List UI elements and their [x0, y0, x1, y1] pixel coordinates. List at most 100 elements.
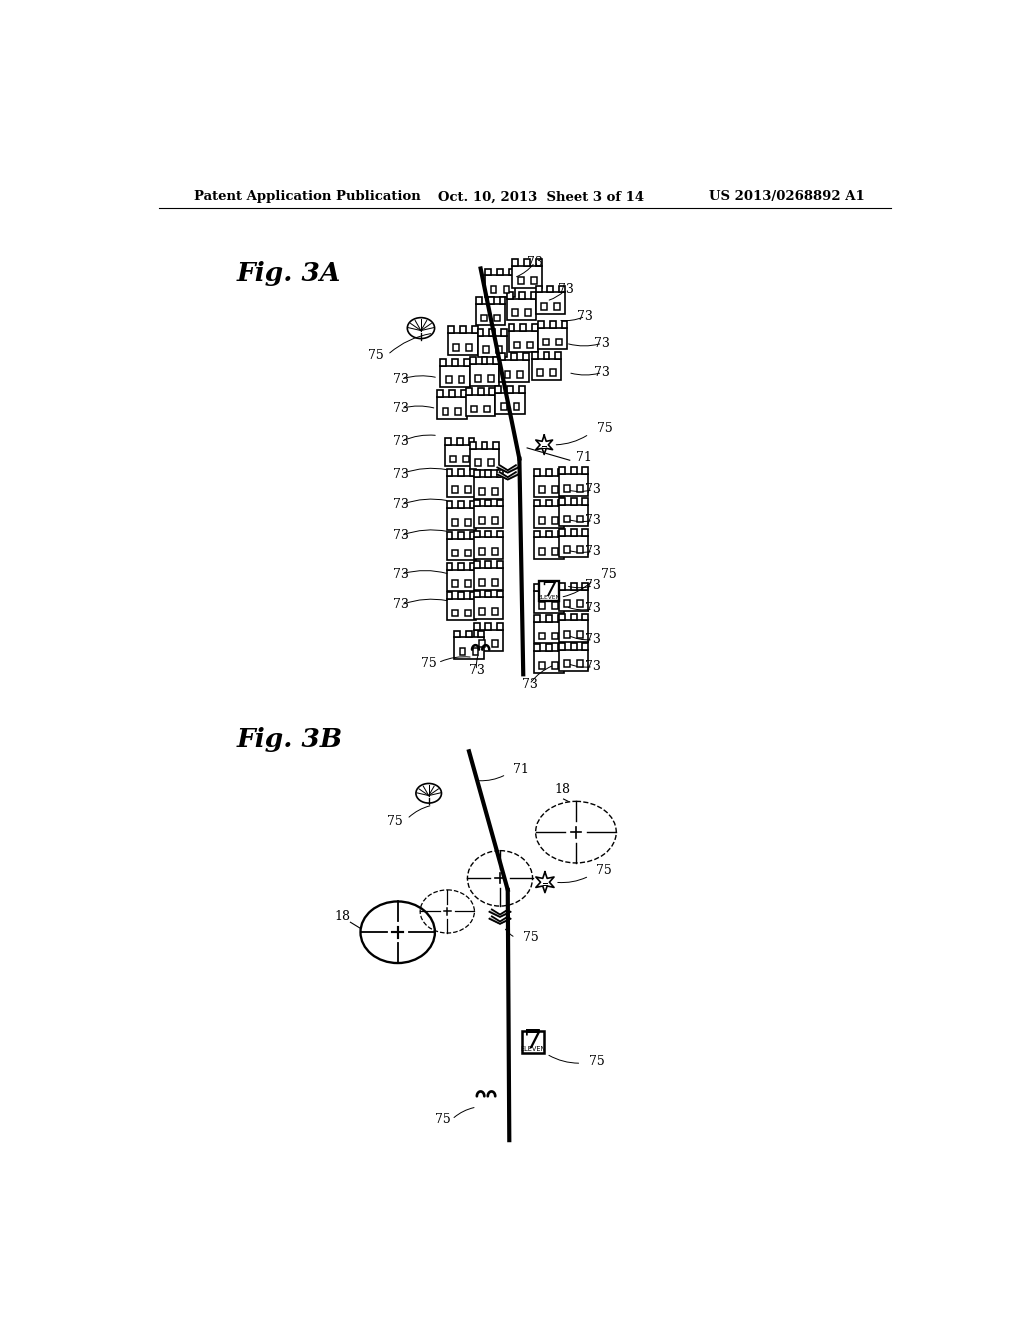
Bar: [498, 623, 503, 630]
Bar: [578, 516, 583, 523]
Bar: [559, 536, 589, 557]
Bar: [463, 455, 469, 462]
Bar: [501, 329, 507, 335]
Bar: [474, 478, 503, 499]
Bar: [531, 359, 561, 380]
Bar: [492, 579, 498, 586]
Text: ELEVEN: ELEVEN: [520, 1047, 546, 1052]
Bar: [554, 304, 560, 310]
Bar: [459, 376, 465, 383]
Bar: [498, 470, 503, 478]
Bar: [474, 531, 479, 537]
Bar: [470, 532, 476, 539]
Bar: [507, 292, 513, 298]
Text: 73: 73: [585, 579, 601, 593]
Bar: [489, 388, 496, 395]
Bar: [442, 408, 449, 414]
Bar: [564, 631, 570, 638]
Bar: [544, 339, 549, 346]
Bar: [485, 276, 515, 297]
Bar: [509, 325, 514, 331]
Text: 73: 73: [578, 310, 593, 323]
Bar: [558, 615, 563, 622]
Bar: [546, 615, 552, 622]
Bar: [564, 484, 570, 491]
Bar: [536, 293, 565, 314]
Bar: [546, 644, 552, 651]
Text: 75: 75: [596, 865, 612, 878]
Bar: [470, 364, 500, 385]
Text: 73: 73: [558, 282, 573, 296]
Bar: [540, 548, 546, 554]
Bar: [583, 467, 589, 474]
Bar: [488, 459, 494, 466]
Text: 75: 75: [601, 568, 616, 581]
Bar: [558, 585, 563, 591]
Bar: [476, 297, 482, 304]
Bar: [474, 630, 503, 651]
Text: Fig. 3B: Fig. 3B: [237, 727, 343, 752]
Text: 18: 18: [554, 783, 570, 796]
Bar: [558, 644, 563, 651]
Bar: [535, 475, 563, 498]
Bar: [492, 488, 498, 495]
Text: 7: 7: [524, 1028, 543, 1053]
Bar: [455, 631, 460, 638]
Bar: [476, 304, 506, 326]
Bar: [546, 500, 552, 507]
Bar: [478, 631, 483, 638]
Bar: [514, 342, 520, 348]
Bar: [535, 500, 540, 507]
Bar: [466, 395, 496, 416]
Text: 73: 73: [594, 366, 610, 379]
Bar: [440, 366, 470, 387]
Text: 73: 73: [469, 664, 484, 677]
Polygon shape: [489, 916, 510, 924]
Bar: [558, 500, 563, 507]
Bar: [570, 643, 577, 649]
Bar: [498, 590, 503, 598]
Bar: [479, 579, 484, 586]
Text: 75: 75: [421, 656, 436, 669]
Bar: [451, 455, 456, 462]
Text: 73: 73: [585, 634, 601, 647]
Bar: [472, 326, 477, 333]
Bar: [481, 358, 487, 364]
Bar: [530, 292, 537, 298]
Text: 73: 73: [393, 467, 409, 480]
Ellipse shape: [416, 784, 441, 803]
Bar: [535, 651, 563, 673]
Bar: [535, 537, 563, 558]
Bar: [532, 325, 538, 331]
Bar: [578, 484, 583, 491]
Bar: [583, 643, 589, 649]
Bar: [459, 593, 464, 599]
Text: 73: 73: [585, 483, 601, 496]
Bar: [475, 375, 481, 381]
Bar: [474, 500, 479, 507]
Bar: [492, 517, 498, 524]
Bar: [459, 502, 464, 508]
Bar: [570, 583, 577, 590]
Bar: [470, 562, 476, 570]
Bar: [555, 352, 561, 359]
Bar: [561, 321, 567, 327]
Bar: [472, 648, 478, 655]
Bar: [446, 469, 453, 475]
Bar: [583, 498, 589, 506]
Ellipse shape: [408, 318, 434, 339]
Bar: [564, 516, 570, 523]
Bar: [440, 359, 446, 366]
Bar: [449, 391, 455, 397]
Bar: [550, 321, 556, 327]
Bar: [546, 585, 552, 591]
Bar: [570, 614, 577, 620]
Bar: [479, 488, 484, 495]
Polygon shape: [489, 909, 510, 917]
Bar: [570, 529, 577, 536]
Bar: [437, 391, 443, 397]
Bar: [485, 623, 492, 630]
Bar: [449, 333, 477, 355]
Bar: [474, 598, 503, 619]
Bar: [446, 562, 453, 570]
